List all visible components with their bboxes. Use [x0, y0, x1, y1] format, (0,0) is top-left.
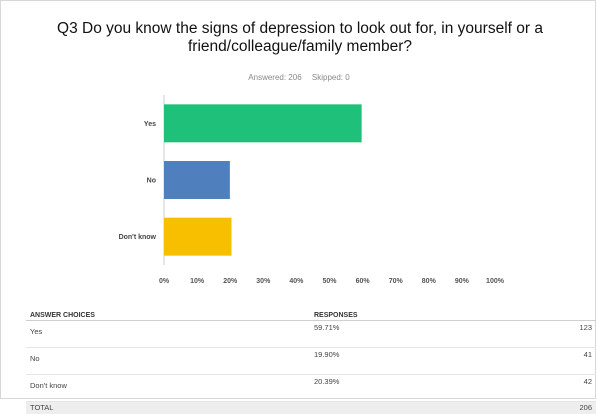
x-tick-label: 20% [223, 278, 238, 285]
bar-don-t-know [164, 218, 231, 256]
header-count [548, 310, 596, 321]
percent-cell: 59.71% [310, 321, 548, 348]
count-cell: 41 [548, 348, 596, 375]
total-row: TOTAL 206 [26, 402, 596, 414]
x-tick-label: 30% [256, 278, 271, 285]
choice-cell: Don't know [26, 375, 310, 402]
total-spacer [310, 402, 548, 414]
category-label: No [147, 178, 156, 185]
percent-cell: 20.39% [310, 375, 548, 402]
bar-no [164, 161, 230, 199]
x-tick-label: 90% [455, 278, 470, 285]
total-count: 206 [548, 402, 596, 414]
x-tick-label: 70% [389, 278, 404, 285]
x-tick-label: 50% [322, 278, 337, 285]
table-row: Yes 59.71% 123 [26, 321, 596, 348]
percent-cell: 19.90% [310, 348, 548, 375]
header-responses: RESPONSES [310, 310, 548, 321]
category-label: Don't know [119, 234, 157, 241]
header-answer-choices: ANSWER CHOICES [26, 310, 310, 321]
bar-chart: Yes No Don't know 0% 10% 20% 30% 40% 50% 60% 70% 80… [0, 0, 598, 300]
choice-cell: No [26, 348, 310, 375]
x-tick-label: 40% [289, 278, 304, 285]
x-tick-label: 80% [422, 278, 437, 285]
x-tick-label: 100% [486, 278, 505, 285]
table-row: Don't know 20.39% 42 [26, 375, 596, 402]
count-cell: 123 [548, 321, 596, 348]
responses-table: ANSWER CHOICES RESPONSES Yes 59.71% 123 … [26, 310, 596, 414]
count-cell: 42 [548, 375, 596, 402]
total-label: TOTAL [26, 402, 310, 414]
category-label: Yes [144, 121, 156, 128]
table-row: No 19.90% 41 [26, 348, 596, 375]
x-tick-label: 60% [356, 278, 371, 285]
table-header-row: ANSWER CHOICES RESPONSES [26, 310, 596, 321]
choice-cell: Yes [26, 321, 310, 348]
bar-yes [164, 104, 362, 142]
x-tick-label: 0% [159, 278, 170, 285]
x-tick-label: 10% [190, 278, 205, 285]
